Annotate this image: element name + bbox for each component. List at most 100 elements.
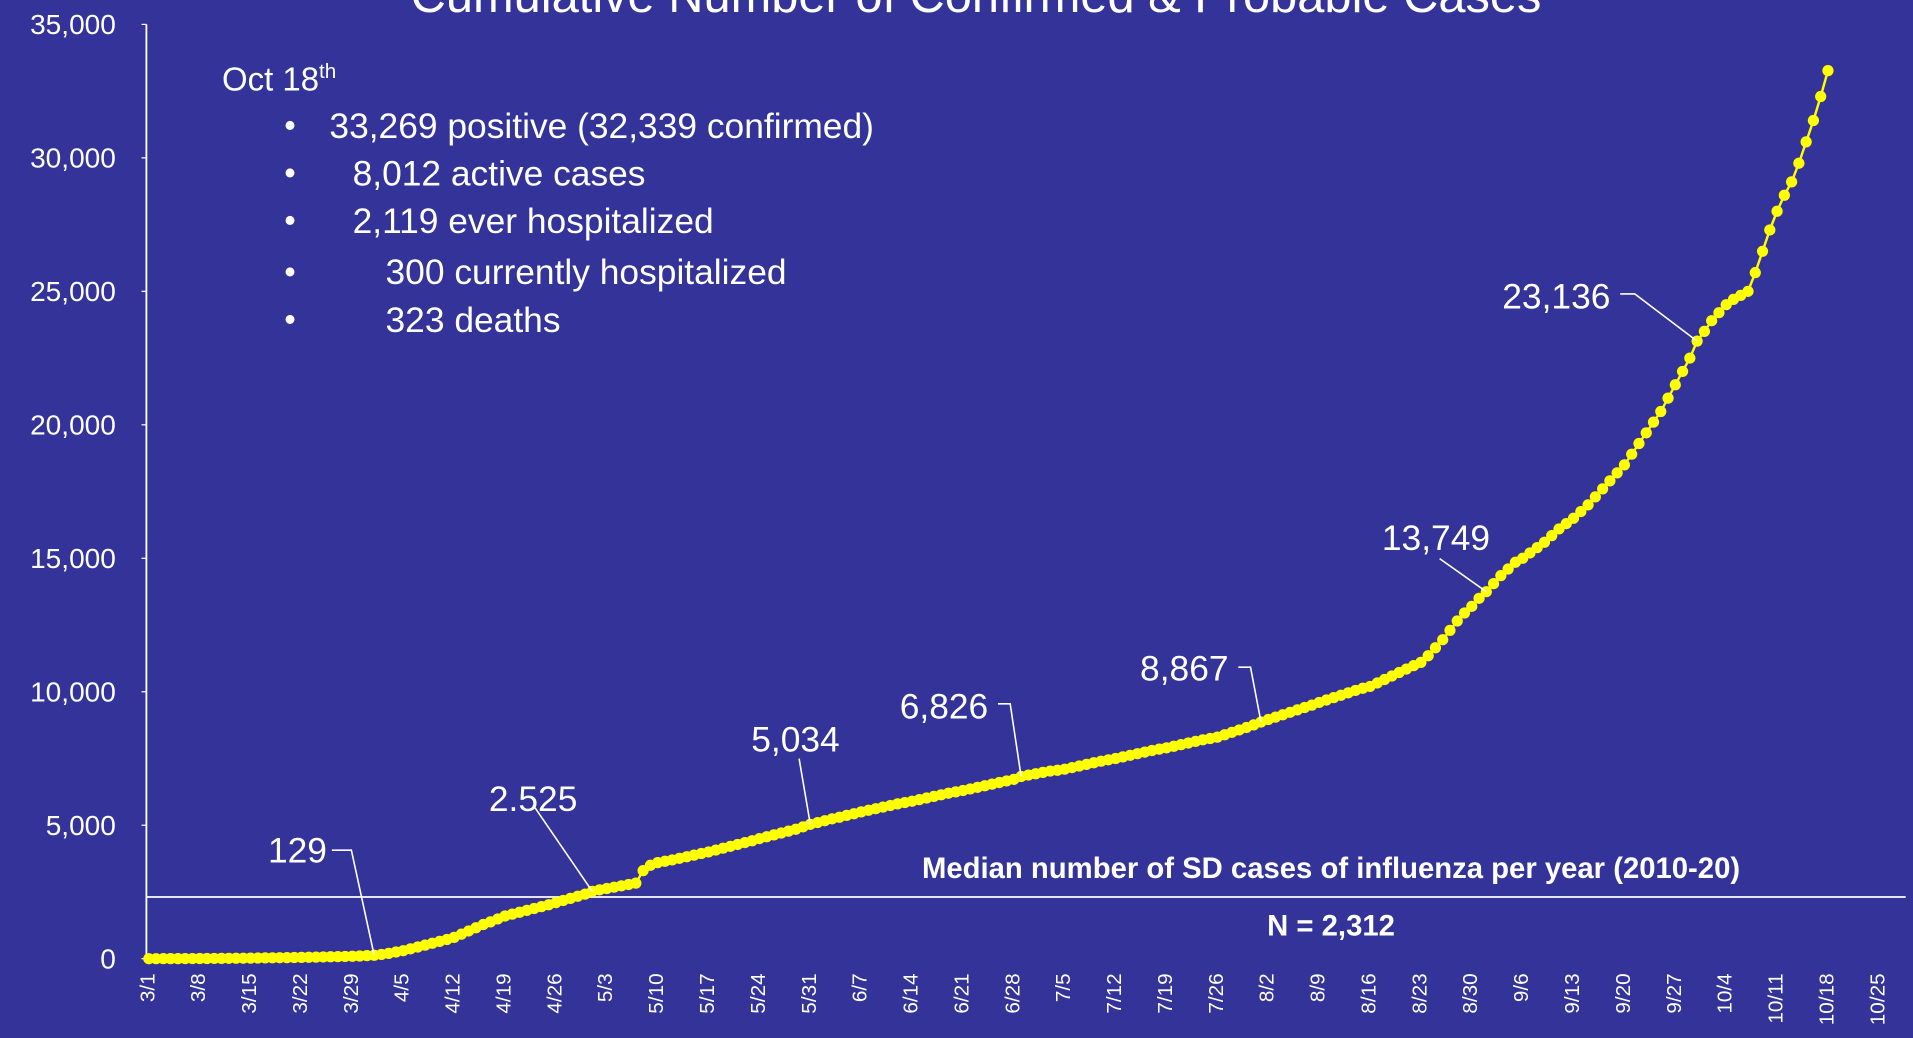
x-tick-label: 3/15 xyxy=(238,973,261,1013)
data-point xyxy=(1713,307,1725,319)
x-tick-label: 6/7 xyxy=(849,973,872,1002)
data-point xyxy=(1749,267,1761,279)
data-point xyxy=(1575,505,1587,518)
annotation: 23,136 xyxy=(1502,278,1610,317)
x-tick-label: 4/12 xyxy=(442,973,465,1013)
summary-item: 300 currently hospitalized xyxy=(386,253,787,292)
data-point xyxy=(1546,529,1558,542)
x-tick-label: 9/20 xyxy=(1612,973,1635,1013)
annotation: 129 xyxy=(268,831,327,870)
data-point xyxy=(1807,114,1820,127)
y-tick-label: 30,000 xyxy=(30,143,116,174)
data-point xyxy=(1437,634,1449,646)
summary-item: 2,119 ever hospitalized xyxy=(353,202,714,241)
data-point xyxy=(1771,205,1783,217)
data-point xyxy=(1684,352,1696,364)
x-tick-label: 10/4 xyxy=(1714,973,1737,1013)
data-point xyxy=(1466,600,1478,612)
reference-value-label: N = 2,312 xyxy=(1267,911,1395,943)
data-point xyxy=(1655,405,1667,418)
x-tick-label: 4/19 xyxy=(492,973,515,1013)
data-point xyxy=(1669,379,1681,391)
data-point xyxy=(1458,607,1471,619)
x-tick-label: 10/11 xyxy=(1765,973,1788,1023)
data-point xyxy=(1429,642,1442,654)
y-tick-label: 0 xyxy=(100,943,116,974)
x-tick-label: 6/21 xyxy=(950,973,973,1013)
x-tick-label: 4/5 xyxy=(391,973,414,1002)
x-tick-label: 4/26 xyxy=(543,973,566,1013)
annotation-leader xyxy=(532,804,593,892)
annotation: 5,034 xyxy=(751,720,840,759)
bullets: • • • • • xyxy=(284,107,296,338)
x-tick-label: 5/3 xyxy=(594,973,617,1002)
data-point xyxy=(1647,416,1660,428)
x-tick-label: 6/28 xyxy=(1001,973,1024,1013)
data-point xyxy=(1815,90,1827,103)
data-point xyxy=(1589,491,1601,503)
data-point xyxy=(1415,656,1427,669)
x-tick-label: 8/23 xyxy=(1408,973,1431,1013)
annotation-leader xyxy=(798,758,812,825)
y-tick-label: 10,000 xyxy=(30,677,116,708)
reference-label: Median number of SD cases of influenza p… xyxy=(922,853,1740,885)
data-point xyxy=(1444,624,1456,636)
x-tick-label: 8/9 xyxy=(1307,973,1330,1002)
summary-item: 323 deaths xyxy=(386,301,561,340)
summary-date: Oct 18th xyxy=(222,60,336,97)
data-point xyxy=(1640,427,1652,439)
data-point xyxy=(1800,136,1812,148)
data-point xyxy=(1633,437,1645,450)
data-point xyxy=(1742,285,1754,297)
x-tick-label: 7/26 xyxy=(1205,973,1228,1013)
data-point xyxy=(630,877,642,889)
x-tick-label: 10/25 xyxy=(1866,973,1889,1025)
annotation: 6,826 xyxy=(900,687,989,726)
x-tick-label: 9/27 xyxy=(1663,973,1686,1013)
annotation: 8,867 xyxy=(1140,650,1229,689)
data-point xyxy=(1626,448,1638,460)
x-tick-label: 5/17 xyxy=(696,973,719,1013)
data-point xyxy=(1793,157,1805,169)
x-tick-label: 8/30 xyxy=(1459,973,1482,1013)
summary-item: 8,012 active cases xyxy=(353,154,646,193)
x-tick-label: 9/13 xyxy=(1561,973,1584,1013)
data-point xyxy=(1698,325,1710,337)
bullet: • xyxy=(284,154,296,191)
data-point xyxy=(1676,365,1689,378)
x-tick-label: 3/1 xyxy=(136,973,159,1002)
data-point xyxy=(1567,512,1580,524)
y-tick-label: 5,000 xyxy=(46,810,116,841)
data-point xyxy=(1778,189,1790,201)
data-point xyxy=(1422,650,1434,662)
bullet: • xyxy=(284,301,296,338)
data-point xyxy=(1597,483,1609,495)
bullet: • xyxy=(284,107,296,144)
annotation-leader xyxy=(997,702,1022,777)
data-point xyxy=(1662,392,1674,404)
bullet: • xyxy=(284,253,296,290)
data-point xyxy=(1604,475,1616,487)
x-tick-label: 5/31 xyxy=(798,973,821,1013)
data-point xyxy=(1538,536,1551,548)
y-tick-label: 20,000 xyxy=(30,410,116,441)
data-point xyxy=(1502,563,1514,575)
y-tick-label: 35,000 xyxy=(30,9,116,40)
x-tick-label: 7/5 xyxy=(1052,973,1075,1002)
data-point xyxy=(1756,245,1769,257)
data-point xyxy=(1706,315,1718,327)
x-tick-label: 5/10 xyxy=(645,973,668,1013)
x-tick-label: 5/24 xyxy=(747,973,770,1013)
chart-title: Cumulative Number of Confirmed & Probabl… xyxy=(411,0,1542,23)
x-tick-label: 7/12 xyxy=(1103,973,1126,1013)
x-tick-label: 8/2 xyxy=(1256,973,1279,1002)
x-tick-label: 10/18 xyxy=(1815,973,1838,1025)
x-tick-label: 3/22 xyxy=(289,973,312,1013)
x-tick-label: 8/16 xyxy=(1357,973,1380,1013)
summary-item: 33,269 positive (32,339 confirmed) xyxy=(329,107,874,146)
annotation: 13,749 xyxy=(1382,519,1490,558)
annotation-leader xyxy=(331,849,375,956)
data-point xyxy=(1451,615,1463,627)
